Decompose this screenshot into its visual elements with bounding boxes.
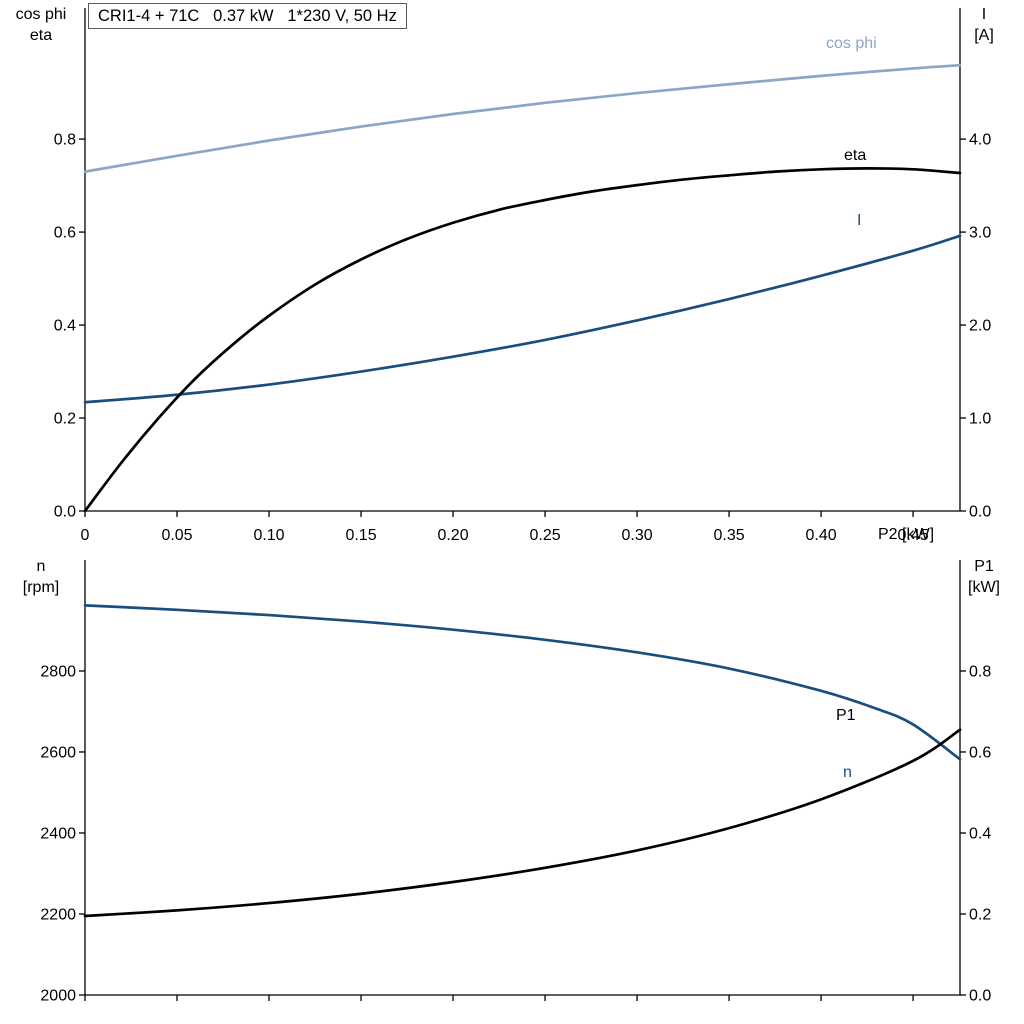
curve-I bbox=[83, 234, 962, 404]
bottom-right-axis-title: P1 [kW] bbox=[953, 556, 1015, 598]
y-left-tick-label: 0.8 bbox=[54, 132, 76, 149]
curve-label-p1: P1 bbox=[836, 707, 856, 724]
y-right-tick-label: 0.4 bbox=[969, 825, 991, 842]
x-tick-label: 0.20 bbox=[437, 527, 468, 544]
x-tick-label: 0.10 bbox=[253, 527, 284, 544]
x-tick-label: 0.40 bbox=[805, 527, 836, 544]
axis-title-p1: P1 bbox=[974, 558, 994, 575]
x-axis-title: P2 [kW] bbox=[878, 526, 935, 543]
curve-label-speed: n bbox=[843, 764, 852, 781]
axis-title-speed: n bbox=[36, 558, 46, 575]
axis-title-cos-phi: cos phi bbox=[15, 6, 67, 23]
y-right-tick-label: 0.0 bbox=[969, 504, 991, 521]
y-left-tick-label: 2000 bbox=[40, 988, 76, 1005]
y-right-tick-label: 0.8 bbox=[969, 663, 991, 680]
x-tick-label: 0.15 bbox=[345, 527, 376, 544]
y-left-tick-label: 2400 bbox=[40, 825, 76, 842]
chart-title-box: CRI1-4 + 71C 0.37 kW 1*230 V, 50 Hz bbox=[88, 3, 407, 29]
y-left-tick-label: 0.2 bbox=[54, 411, 76, 428]
bottom-left-axis-title: n [rpm] bbox=[2, 556, 80, 598]
curve-P1 bbox=[83, 728, 962, 918]
curve-n bbox=[83, 604, 962, 761]
y-left-tick-label: 0.4 bbox=[54, 318, 76, 335]
y-left-tick-label: 2800 bbox=[40, 663, 76, 680]
y-right-tick-label: 4.0 bbox=[969, 132, 991, 149]
curve-label-current: I bbox=[857, 212, 862, 229]
axis-title-p1-unit: [kW] bbox=[968, 579, 1000, 596]
y-right-tick-label: 0.2 bbox=[969, 906, 991, 923]
x-tick-label: 0.35 bbox=[713, 527, 744, 544]
y-right-tick-label: 1.0 bbox=[969, 411, 991, 428]
y-right-tick-label: 2.0 bbox=[969, 318, 991, 335]
y-left-tick-label: 0.6 bbox=[54, 225, 76, 242]
x-tick-label: 0 bbox=[81, 527, 90, 544]
y-left-tick-label: 2200 bbox=[40, 906, 76, 923]
y-left-tick-label: 2600 bbox=[40, 744, 76, 761]
x-tick-label: 0.05 bbox=[161, 527, 192, 544]
x-tick-label: 0.45 bbox=[898, 527, 929, 544]
x-tick-label: 0.25 bbox=[529, 527, 560, 544]
y-right-tick-label: 0.6 bbox=[969, 744, 991, 761]
y-right-tick-label: 0.0 bbox=[969, 988, 991, 1005]
curve-cos-phi bbox=[83, 63, 962, 173]
curve-label-cos-phi: cos phi bbox=[826, 35, 877, 52]
axis-title-speed-unit: [rpm] bbox=[22, 579, 60, 596]
curve-label-eta: eta bbox=[844, 147, 867, 164]
axis-title-current-unit: [A] bbox=[974, 27, 994, 44]
axis-title-eta: eta bbox=[29, 27, 53, 44]
top-left-axis-title: cos phi eta bbox=[2, 4, 80, 46]
x-tick-label: 0.30 bbox=[621, 527, 652, 544]
axis-title-current: I bbox=[981, 6, 987, 23]
y-right-tick-label: 3.0 bbox=[969, 225, 991, 242]
y-left-tick-label: 0.0 bbox=[54, 504, 76, 521]
top-right-axis-title: I [A] bbox=[953, 4, 1015, 46]
curve-eta bbox=[83, 167, 962, 513]
